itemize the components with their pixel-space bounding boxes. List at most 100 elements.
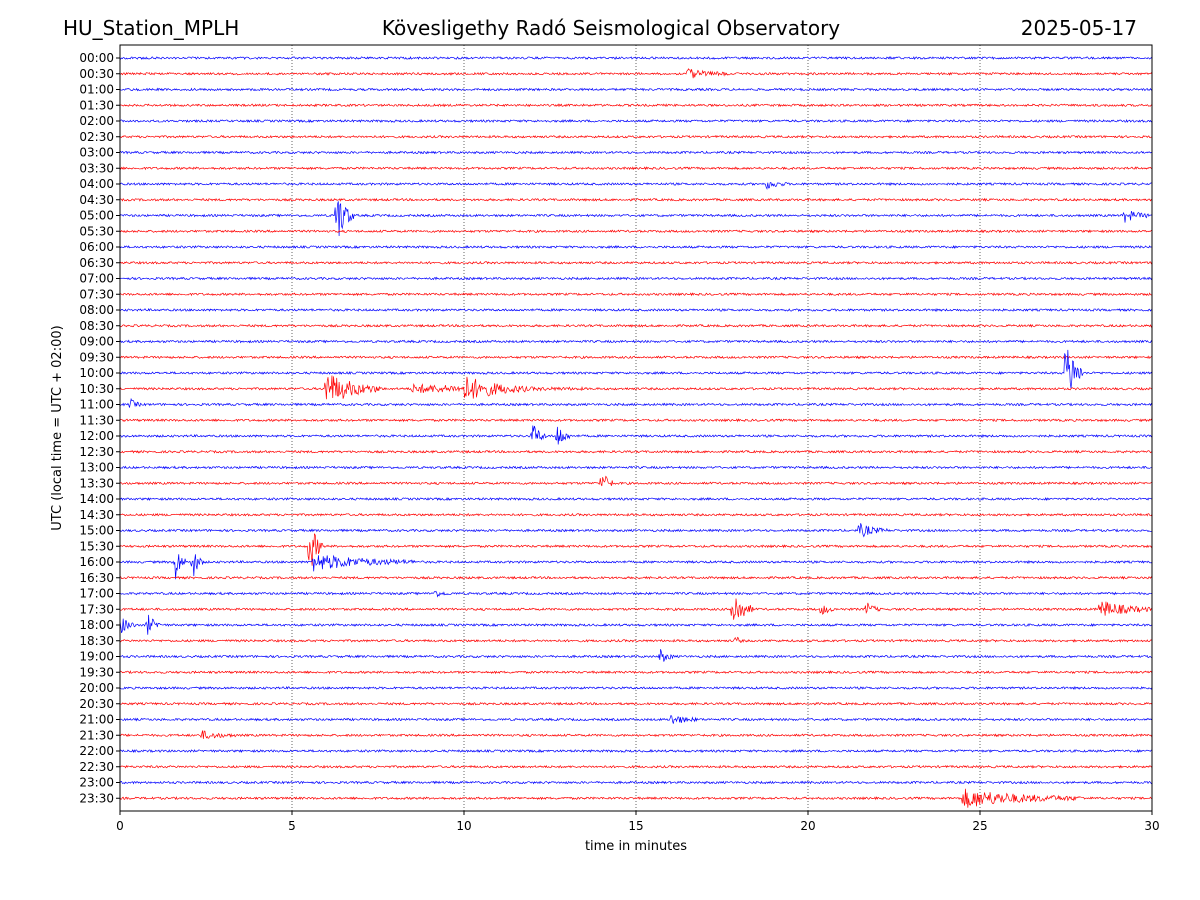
y-tick-label-0400: 04:00 (79, 177, 114, 191)
trace-row-1200 (119, 425, 1153, 445)
trace-row-2230 (119, 764, 1153, 769)
trace-row-1600 (119, 554, 1153, 580)
trace-row-0530 (119, 229, 1153, 234)
y-tick-label-0100: 01:00 (79, 83, 114, 97)
record-date: 2025-05-17 (1020, 16, 1137, 40)
seismogram-traces (119, 56, 1153, 808)
y-tick-label-1930: 19:30 (79, 665, 114, 679)
y-tick-label-1430: 14:30 (79, 508, 114, 522)
y-tick-label-1500: 15:00 (79, 524, 114, 538)
y-tick-label-2300: 23:00 (79, 776, 114, 790)
trace-row-0500 (119, 201, 1153, 237)
trace-row-0100 (119, 87, 1153, 92)
trace-row-0700 (119, 276, 1153, 281)
trace-row-1900 (119, 649, 1153, 662)
trace-row-2100 (119, 715, 1153, 724)
y-tick-label-0000: 00:00 (79, 51, 114, 65)
trace-row-1130 (119, 418, 1153, 423)
trace-row-0800 (119, 307, 1153, 313)
y-tick-label-1530: 15:30 (79, 539, 114, 553)
y-tick-label-0900: 09:00 (79, 335, 114, 349)
trace-row-2030 (119, 701, 1153, 706)
trace-row-0130 (119, 103, 1153, 108)
trace-row-1700 (119, 590, 1153, 598)
y-tick-label-1030: 10:30 (79, 382, 114, 396)
x-tick-label-25: 25 (972, 819, 987, 833)
y-tick-label-2330: 23:30 (79, 791, 114, 805)
trace-row-1800 (119, 614, 1153, 635)
trace-row-1930 (119, 670, 1153, 675)
trace-row-0830 (119, 323, 1153, 328)
trace-row-1630 (119, 575, 1153, 580)
trace-row-0630 (119, 260, 1153, 265)
y-tick-label-1330: 13:30 (79, 476, 114, 490)
y-tick-label-1130: 11:30 (79, 413, 114, 427)
y-tick-label-0700: 07:00 (79, 272, 114, 286)
trace-row-1030 (119, 375, 1153, 400)
y-tick-label-2100: 21:00 (79, 713, 114, 727)
x-tick-label-15: 15 (628, 819, 643, 833)
x-tick-label-30: 30 (1144, 819, 1159, 833)
x-axis-label: time in minutes (585, 839, 687, 854)
y-tick-label-2030: 20:30 (79, 697, 114, 711)
y-tick-label-0130: 01:30 (79, 98, 114, 112)
y-tick-label-1200: 12:00 (79, 429, 114, 443)
y-tick-label-0230: 02:30 (79, 130, 114, 144)
trace-row-1830 (119, 636, 1153, 644)
trace-row-1230 (119, 449, 1153, 454)
y-tick-label-1100: 11:00 (79, 398, 114, 412)
trace-row-1000 (119, 349, 1153, 389)
y-tick-label-0930: 09:30 (79, 350, 114, 364)
trace-row-1400 (119, 497, 1153, 502)
station-name: HU_Station_MPLH (63, 16, 240, 40)
y-tick-label-2200: 22:00 (79, 744, 114, 758)
y-tick-label-1800: 18:00 (79, 618, 114, 632)
trace-row-0330 (119, 166, 1153, 171)
y-tick-label-0300: 03:00 (79, 146, 114, 160)
trace-row-2330 (119, 788, 1153, 808)
y-tick-label-1000: 10:00 (79, 366, 114, 380)
trace-row-0600 (119, 245, 1153, 249)
y-tick-label-1700: 17:00 (79, 587, 114, 601)
trace-row-1330 (119, 475, 1153, 487)
y-tick-label-1600: 16:00 (79, 555, 114, 569)
y-tick-label-1630: 16:30 (79, 571, 114, 585)
trace-row-1730 (119, 598, 1153, 620)
trace-row-0230 (119, 134, 1153, 139)
y-tick-label-2000: 20:00 (79, 681, 114, 695)
trace-row-0300 (119, 150, 1153, 155)
trace-row-0730 (119, 292, 1153, 297)
y-tick-label-1900: 19:00 (79, 650, 114, 664)
x-tick-label-5: 5 (288, 819, 296, 833)
y-tick-label-0800: 08:00 (79, 303, 114, 317)
trace-row-2000 (119, 685, 1153, 691)
y-tick-label-1830: 18:30 (79, 634, 114, 648)
trace-row-2130 (119, 730, 1153, 739)
trace-row-2200 (119, 749, 1153, 754)
y-tick-label-0330: 03:30 (79, 161, 114, 175)
y-axis-label: UTC (local time = UTC + 02:00) (50, 325, 65, 530)
trace-row-1500 (119, 523, 1153, 538)
y-tick-label-0430: 04:30 (79, 193, 114, 207)
trace-row-0000 (119, 56, 1153, 60)
y-tick-label-1730: 17:30 (79, 602, 114, 616)
observatory-title: Kövesligethy Radó Seismological Observat… (381, 16, 841, 40)
trace-row-0030 (119, 68, 1153, 79)
trace-row-0930 (119, 355, 1153, 360)
y-tick-label-1300: 13:00 (79, 461, 114, 475)
trace-row-0900 (119, 339, 1153, 344)
y-tick-label-0030: 00:30 (79, 67, 114, 81)
x-axis-ticks: 0 5 10 15 20 25 30 (116, 811, 1160, 833)
trace-row-2300 (119, 780, 1153, 785)
y-tick-label-0500: 05:00 (79, 209, 114, 223)
trace-row-1300 (119, 465, 1153, 470)
trace-row-0430 (119, 197, 1153, 202)
x-tick-label-20: 20 (800, 819, 815, 833)
trace-row-1530 (119, 533, 1153, 566)
trace-row-1100 (119, 397, 1153, 408)
trace-row-1430 (119, 512, 1153, 517)
x-tick-label-0: 0 (116, 819, 124, 833)
y-tick-label-0200: 02:00 (79, 114, 114, 128)
